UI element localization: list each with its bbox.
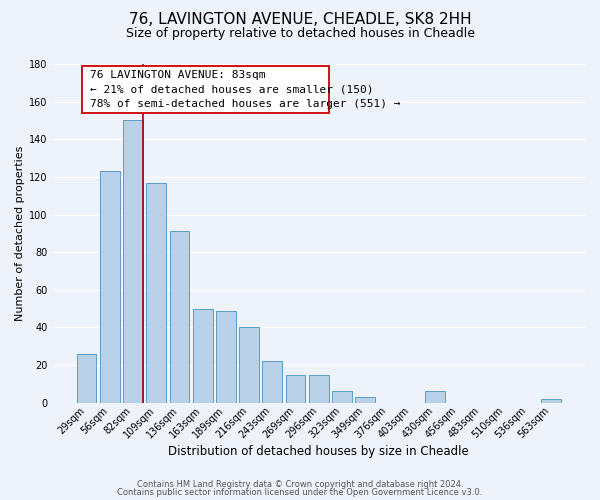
Bar <box>100 172 119 402</box>
Text: 76, LAVINGTON AVENUE, CHEADLE, SK8 2HH: 76, LAVINGTON AVENUE, CHEADLE, SK8 2HH <box>128 12 472 28</box>
X-axis label: Distribution of detached houses by size in Cheadle: Distribution of detached houses by size … <box>169 444 469 458</box>
Text: Size of property relative to detached houses in Cheadle: Size of property relative to detached ho… <box>125 28 475 40</box>
Bar <box>355 397 375 402</box>
Bar <box>239 328 259 402</box>
Bar <box>541 399 561 402</box>
Bar <box>309 374 329 402</box>
Bar <box>286 374 305 402</box>
Text: Contains HM Land Registry data © Crown copyright and database right 2024.: Contains HM Land Registry data © Crown c… <box>137 480 463 489</box>
Bar <box>425 392 445 402</box>
Bar <box>193 308 212 402</box>
Bar <box>77 354 97 403</box>
Bar <box>216 310 236 402</box>
Y-axis label: Number of detached properties: Number of detached properties <box>15 146 25 321</box>
Bar <box>332 392 352 402</box>
Bar <box>123 120 143 402</box>
Text: 76 LAVINGTON AVENUE: 83sqm
← 21% of detached houses are smaller (150)
78% of sem: 76 LAVINGTON AVENUE: 83sqm ← 21% of deta… <box>90 70 400 108</box>
Bar <box>146 182 166 402</box>
Bar <box>262 362 282 403</box>
Text: Contains public sector information licensed under the Open Government Licence v3: Contains public sector information licen… <box>118 488 482 497</box>
Bar <box>170 232 190 402</box>
FancyBboxPatch shape <box>82 66 329 113</box>
